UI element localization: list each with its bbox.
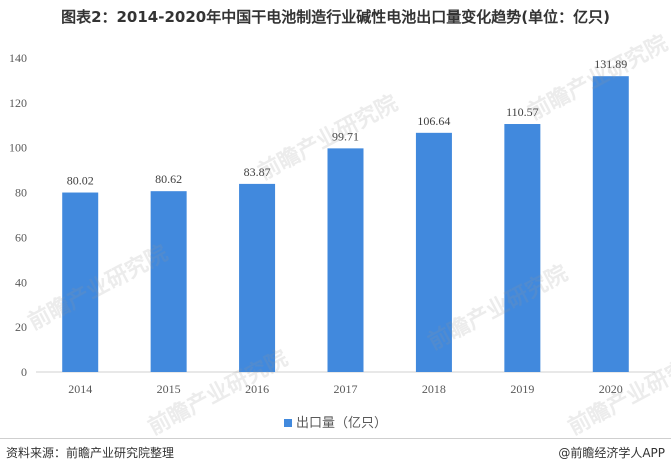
data-label: 80.62 xyxy=(155,172,182,186)
bar xyxy=(504,124,541,372)
x-tick-label: 2015 xyxy=(157,382,181,396)
bar xyxy=(327,148,364,372)
x-tick-label: 2014 xyxy=(68,382,92,396)
y-tick-label: 120 xyxy=(9,96,27,110)
y-tick-label: 0 xyxy=(21,365,27,379)
chart-title: 图表2：2014-2020年中国干电池制造行业碱性电池出口量变化趋势(单位：亿只… xyxy=(61,8,610,26)
y-tick-label: 80 xyxy=(15,186,27,200)
bar xyxy=(62,192,99,372)
footer-divider xyxy=(0,438,671,439)
data-label: 110.57 xyxy=(506,105,539,119)
data-label: 131.89 xyxy=(594,57,627,71)
data-label: 83.87 xyxy=(244,165,271,179)
chart-legend: 出口量（亿只） xyxy=(0,412,671,431)
bar xyxy=(239,183,276,372)
x-tick-label: 2018 xyxy=(422,382,446,396)
y-tick-label: 20 xyxy=(15,320,27,334)
bar xyxy=(415,132,452,372)
x-tick-label: 2016 xyxy=(245,382,269,396)
bar xyxy=(150,191,187,372)
source-note: 资料来源：前瞻产业研究院整理 xyxy=(6,446,175,460)
legend-label: 出口量（亿只） xyxy=(295,416,387,431)
y-tick-label: 100 xyxy=(9,141,27,155)
x-tick-label: 2019 xyxy=(510,382,534,396)
x-tick-label: 2020 xyxy=(599,382,623,396)
data-label: 99.71 xyxy=(332,129,359,143)
bar-chart: 0 20 40 60 80 100 120 140 80.02 2014 80.62 2015 83.8… xyxy=(9,51,655,396)
y-tick-label: 60 xyxy=(15,230,27,244)
y-tick-label: 40 xyxy=(15,275,27,289)
data-label: 106.64 xyxy=(417,114,450,128)
brand-credit: @前瞻经济学人APP xyxy=(558,446,665,460)
x-tick-label: 2017 xyxy=(334,382,358,396)
y-tick-label: 140 xyxy=(9,51,27,65)
legend-swatch xyxy=(283,418,292,427)
bar xyxy=(592,76,629,372)
data-label: 80.02 xyxy=(67,174,94,188)
